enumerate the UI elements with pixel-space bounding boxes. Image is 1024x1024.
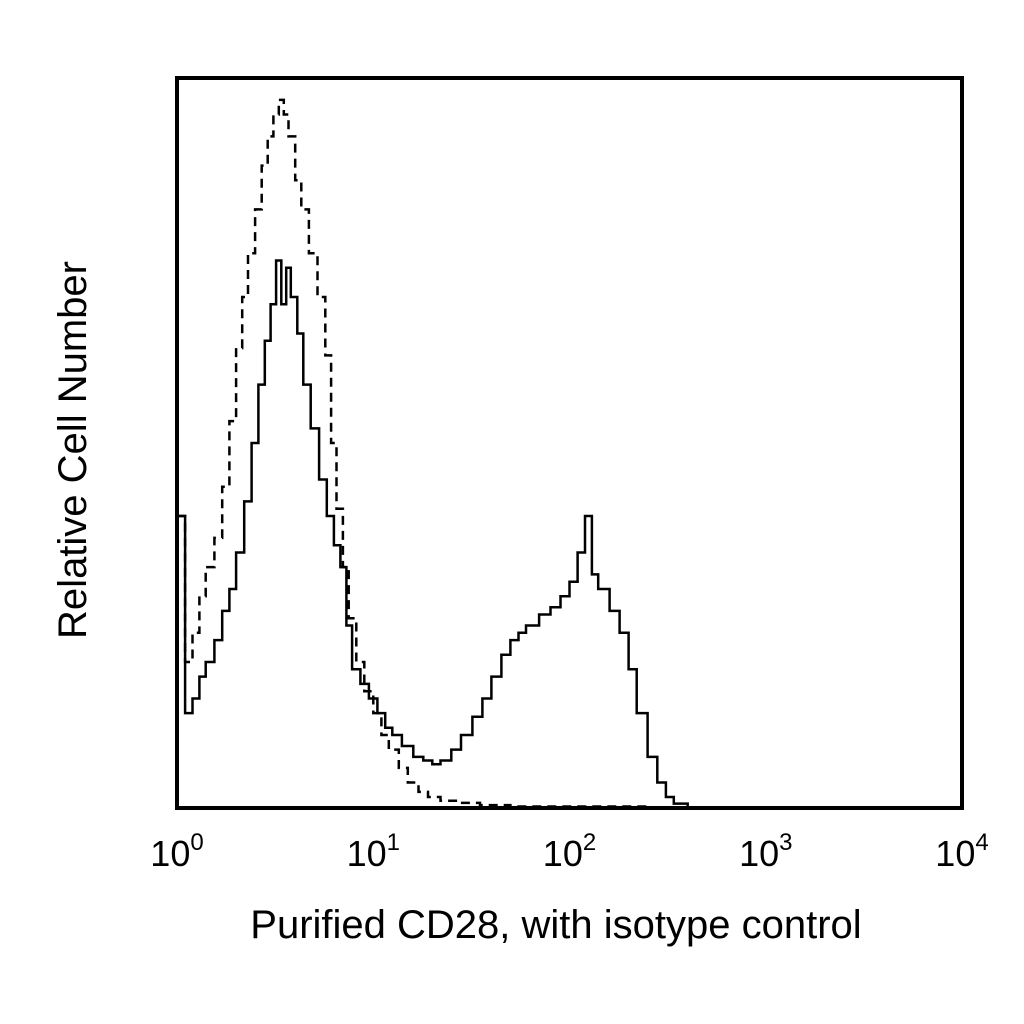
y-axis-label: Relative Cell Number <box>51 261 95 639</box>
x-axis-label: Purified CD28, with isotype control <box>250 903 861 947</box>
x-tick-label-2: 102 <box>543 829 596 874</box>
isotype-control-histogram-line <box>177 98 962 810</box>
cd28-histogram-line <box>177 259 962 810</box>
x-tick-label-3: 103 <box>739 829 792 874</box>
x-tick-label-4: 104 <box>935 829 988 874</box>
plot-frame <box>175 76 964 810</box>
x-tick-label-0: 100 <box>150 829 203 874</box>
plot-area <box>177 98 962 810</box>
x-axis-tick-labels: 100 101 102 103 104 <box>150 829 988 874</box>
x-tick-label-1: 101 <box>347 829 400 874</box>
